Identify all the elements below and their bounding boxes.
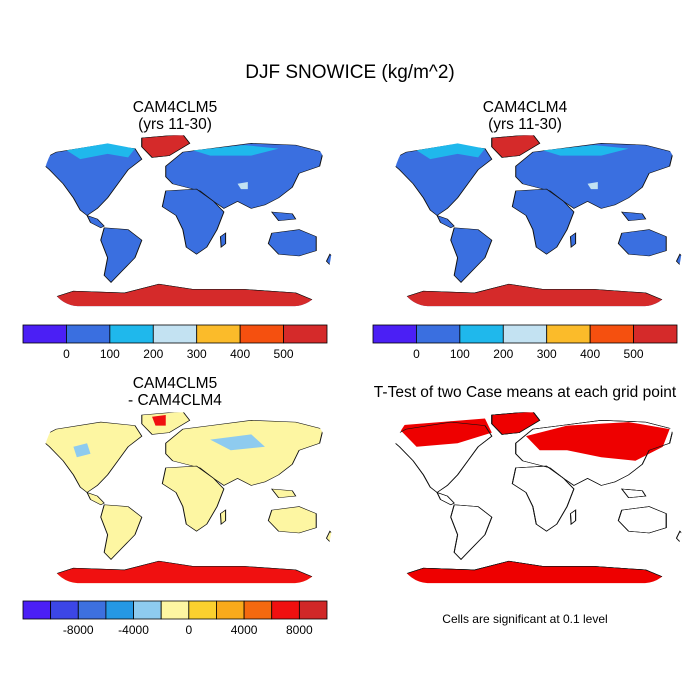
colorbar-swatch: [459, 324, 504, 344]
continents: [389, 135, 683, 307]
figure-title: DJF SNOWICE (kg/m^2): [245, 62, 455, 83]
ttest-significance-note: Cells are significant at 0.1 level: [442, 612, 608, 626]
colorbar-swatch: [243, 600, 273, 620]
colorbar-tick-label: 500: [273, 347, 294, 361]
colorbar-tick-label: 400: [580, 347, 601, 361]
colorbar-swatch: [416, 324, 461, 344]
continents: [39, 412, 333, 584]
colorbar-swatch: [216, 600, 245, 620]
snow-band-north-america: [416, 143, 485, 160]
panel-title-line2: (yrs 11-30): [138, 116, 212, 133]
colorbar-tick-label: 0: [413, 347, 420, 361]
colorbar-swatch: [633, 324, 678, 344]
panel-title-cam4clm5: CAM4CLM5 (yrs 11-30): [75, 99, 275, 133]
colorbar-difference: [22, 600, 328, 620]
colorbar-swatch: [133, 600, 162, 620]
colorbar-tick-label: 200: [143, 347, 164, 361]
colorbar-tick-label: 0: [185, 623, 193, 637]
map-difference: [39, 412, 333, 584]
colorbar-swatch: [188, 600, 217, 620]
negative-patch-north-america: [73, 443, 91, 458]
colorbar-tick-label: 4000: [230, 623, 258, 637]
colorbar-swatch: [160, 600, 190, 620]
colorbar-swatch: [109, 324, 154, 344]
greenland-ice: [141, 135, 191, 158]
panel-title-cam4clm4: CAM4CLM4 (yrs 11-30): [425, 99, 625, 133]
snow-patch-tibet: [237, 182, 248, 190]
colorbar-swatch: [271, 600, 300, 620]
panel-title-line1: CAM4CLM5: [132, 375, 218, 392]
colorbar-swatch: [22, 600, 52, 620]
colorbar-swatch: [152, 324, 198, 344]
colorbar-tick-label: 300: [536, 347, 557, 361]
colorbar-swatch: [298, 600, 328, 620]
positive-patch-greenland: [152, 415, 166, 426]
colorbar-tick-label: 100: [99, 347, 120, 361]
panel-title-line2: - CAM4CLM4: [128, 392, 222, 409]
significant-eurasia: [526, 422, 670, 461]
panel-title-line1: T-Test of two Case means at each grid po…: [373, 384, 677, 401]
map-cam4clm4: [389, 135, 683, 307]
panel-title-line2: (yrs 11-30): [488, 116, 562, 133]
panel-title-line1: CAM4CLM4: [482, 99, 568, 116]
continents: [39, 135, 333, 307]
colorbar-tick-label: 400: [230, 347, 251, 361]
colorbar-tick-label: 0: [63, 347, 70, 361]
colorbar-swatch: [589, 324, 634, 344]
colorbar-swatch: [502, 324, 548, 344]
colorbar-swatch: [372, 324, 417, 344]
colorbar-swatch: [105, 600, 134, 620]
map-ttest: [389, 412, 683, 584]
snow-band-north-america: [66, 143, 135, 160]
greenland-ice: [491, 135, 541, 158]
antarctica-ice: [45, 283, 314, 307]
map-cam4clm5: [39, 135, 333, 307]
colorbar-swatch: [196, 324, 241, 344]
colorbar-swatch: [22, 324, 67, 344]
colorbar-swatch: [546, 324, 591, 344]
panel-title-line1: CAM4CLM5: [132, 99, 218, 116]
colorbar-cam4clm5: [22, 324, 328, 344]
colorbar-tick-label: 8000: [286, 623, 313, 637]
colorbars-layer: [22, 324, 678, 620]
colorbar-tick-label: -4000: [118, 623, 149, 637]
colorbar-tick-label: 500: [623, 347, 644, 361]
snow-band-eurasia: [543, 145, 629, 156]
snow-patch-tibet: [587, 182, 598, 190]
colorbar-cam4clm4: [372, 324, 678, 344]
colorbar-tick-label: -8000: [62, 623, 94, 637]
negative-patch-eurasia: [210, 434, 265, 451]
colorbar-swatch: [283, 324, 328, 344]
antarctica-ice: [395, 283, 664, 307]
colorbar-tick-label: 200: [493, 347, 514, 361]
panel-title-difference: CAM4CLM5 - CAM4CLM4: [75, 375, 275, 409]
colorbar-swatch: [77, 600, 107, 620]
snow-band-eurasia: [193, 145, 279, 156]
maps-layer: [5, 132, 697, 584]
significant-north-america: [396, 418, 492, 447]
colorbar-swatch: [239, 324, 284, 344]
colorbar-swatch: [66, 324, 111, 344]
colorbar-swatch: [50, 600, 79, 620]
panel-title-ttest: T-Test of two Case means at each grid po…: [355, 384, 695, 401]
colorbar-tick-label: 100: [449, 347, 470, 361]
colorbar-tick-label: 300: [186, 347, 207, 361]
antarctica-difference: [45, 560, 314, 584]
